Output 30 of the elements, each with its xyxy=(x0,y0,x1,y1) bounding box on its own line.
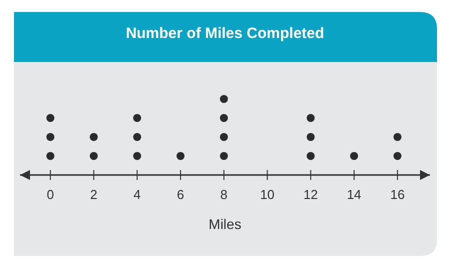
x-tick-label: 16 xyxy=(390,187,405,202)
point xyxy=(46,114,54,122)
point xyxy=(90,152,98,160)
x-tick-label: 10 xyxy=(260,187,275,202)
point xyxy=(220,114,228,122)
point xyxy=(133,114,142,122)
point xyxy=(220,95,228,103)
point xyxy=(220,133,228,141)
x-tick-label: 2 xyxy=(90,187,98,202)
x-tick-label: 12 xyxy=(303,187,318,202)
x-tick-label: 8 xyxy=(220,187,228,202)
point xyxy=(393,152,402,160)
point xyxy=(133,133,142,141)
point xyxy=(176,152,185,160)
x-tick-label: 0 xyxy=(46,187,54,202)
point xyxy=(306,114,315,122)
x-axis-title: Miles xyxy=(208,216,242,232)
point xyxy=(90,133,98,141)
chart-title: Number of Miles Completed xyxy=(126,25,324,42)
point xyxy=(133,152,142,160)
point xyxy=(306,133,315,141)
point xyxy=(306,152,315,160)
point xyxy=(46,152,54,160)
point xyxy=(220,152,228,160)
x-tick-label: 6 xyxy=(176,187,184,202)
point xyxy=(393,133,402,141)
point xyxy=(46,133,54,141)
point xyxy=(350,152,358,160)
x-tick-label: 14 xyxy=(346,187,362,202)
x-tick-label: 4 xyxy=(134,187,141,202)
